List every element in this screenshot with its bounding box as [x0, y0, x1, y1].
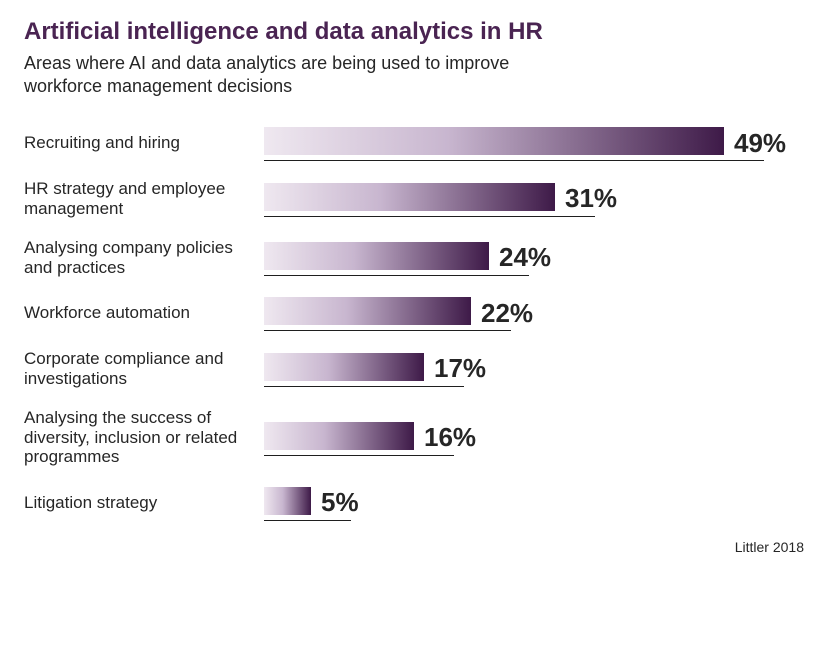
- bar-baseline: [264, 216, 595, 217]
- bar-chart: Recruiting and hiring 49% HR strategy and …: [24, 127, 810, 519]
- bar-wrap: 24%: [264, 242, 810, 274]
- bar: [264, 297, 471, 325]
- bar: [264, 353, 424, 381]
- chart-title: Artificial intelligence and data analyti…: [24, 18, 810, 46]
- chart-subtitle: Areas where AI and data analytics are be…: [24, 52, 524, 97]
- bar-value: 16%: [424, 422, 476, 453]
- bar-label: Litigation strategy: [24, 493, 264, 513]
- bar-baseline: [264, 330, 511, 331]
- chart-row: Analysing company policies and practices…: [24, 238, 810, 277]
- chart-row: Workforce automation 22%: [24, 297, 810, 329]
- bar-value: 5%: [321, 487, 359, 518]
- chart-row: Recruiting and hiring 49%: [24, 127, 810, 159]
- bar-wrap: 17%: [264, 353, 810, 385]
- bar-wrap: 31%: [264, 183, 810, 215]
- bar: [264, 487, 311, 515]
- bar-baseline: [264, 520, 351, 521]
- bar-value: 31%: [565, 183, 617, 214]
- bar-value: 22%: [481, 298, 533, 329]
- bar-label: Analysing company policies and practices: [24, 238, 264, 277]
- chart-container: Artificial intelligence and data analyti…: [0, 0, 834, 567]
- bar-wrap: 16%: [264, 422, 810, 454]
- bar-wrap: 49%: [264, 127, 810, 159]
- bar-baseline: [264, 160, 764, 161]
- bar-baseline: [264, 386, 464, 387]
- bar-value: 24%: [499, 242, 551, 273]
- bar-label: Workforce automation: [24, 303, 264, 323]
- bar-baseline: [264, 275, 529, 276]
- bar-label: HR strategy and employee management: [24, 179, 264, 218]
- bar-baseline: [264, 455, 454, 456]
- bar-label: Recruiting and hiring: [24, 133, 264, 153]
- bar: [264, 422, 414, 450]
- bar-value: 49%: [734, 128, 786, 159]
- chart-row: Corporate compliance and investigations 1…: [24, 349, 810, 388]
- chart-row: Analysing the success of diversity, incl…: [24, 408, 810, 467]
- bar-wrap: 5%: [264, 487, 810, 519]
- chart-source: Littler 2018: [24, 539, 810, 555]
- chart-row: Litigation strategy 5%: [24, 487, 810, 519]
- bar-value: 17%: [434, 353, 486, 384]
- bar-wrap: 22%: [264, 297, 810, 329]
- bar: [264, 127, 724, 155]
- bar: [264, 242, 489, 270]
- bar: [264, 183, 555, 211]
- bar-label: Corporate compliance and investigations: [24, 349, 264, 388]
- chart-row: HR strategy and employee management 31%: [24, 179, 810, 218]
- bar-label: Analysing the success of diversity, incl…: [24, 408, 264, 467]
